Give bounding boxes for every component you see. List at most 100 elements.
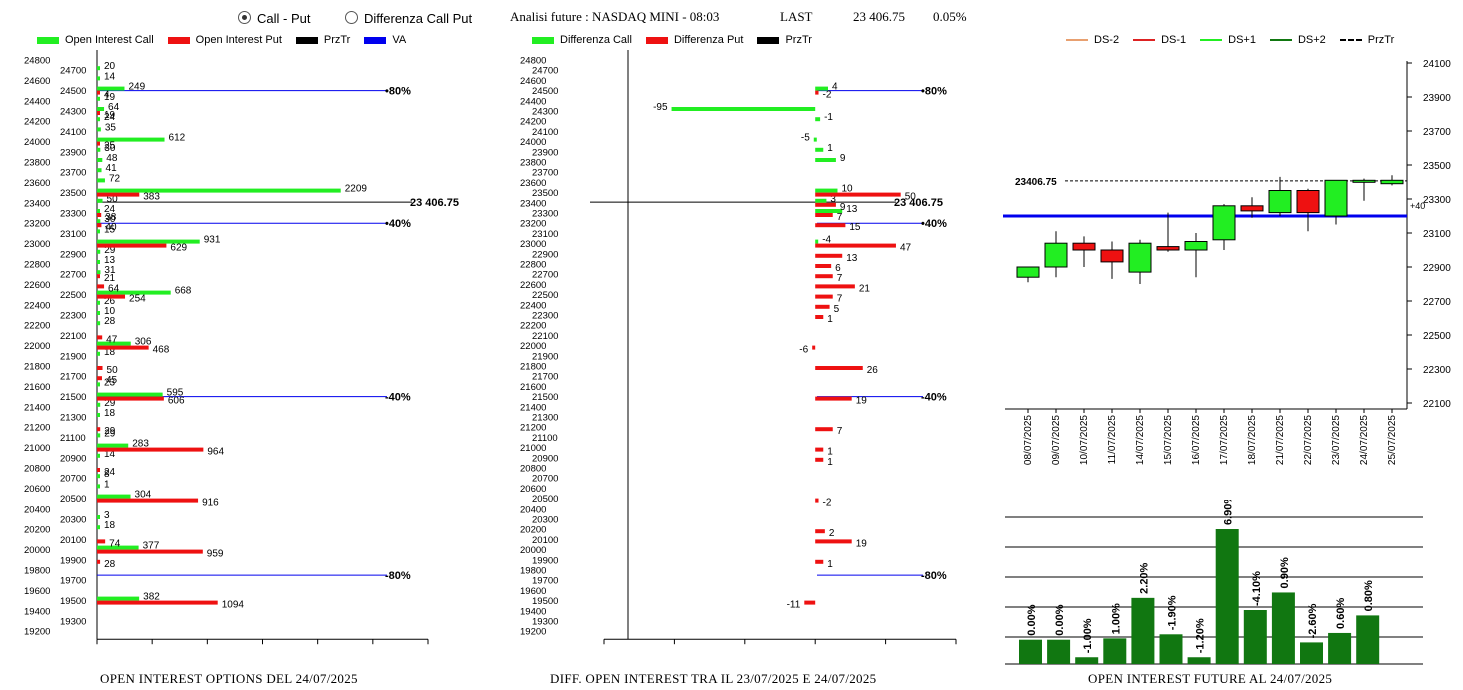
candle-date-label: 10/07/2025 [1079, 415, 1090, 465]
strike-tick-label: 24400 [24, 96, 50, 107]
strike-tick-label: 21800 [520, 362, 546, 373]
put-value-label: 4 [104, 90, 110, 101]
oi-percent-bar [1159, 634, 1183, 664]
oi-percent-bar [1356, 615, 1380, 664]
mode-radio-call-put[interactable]: Call - Put [238, 11, 310, 26]
put-value-label: 606 [168, 396, 185, 407]
strike-tick-label: 24300 [60, 107, 86, 118]
call-value-label: 13 [846, 204, 858, 215]
left-legend: Open Interest Call Open Interest Put Prz… [37, 34, 406, 46]
strike-tick-label: 24300 [532, 107, 558, 118]
call-value-label: -5 [801, 133, 810, 144]
strike-tick-label: 22100 [532, 331, 558, 342]
strike-tick-label: 20400 [520, 504, 546, 515]
strike-tick-label: 19800 [24, 566, 50, 577]
call-bar [815, 198, 827, 203]
x-tick-label: 0 [94, 649, 100, 650]
call-value-label: 48 [106, 153, 118, 164]
strike-tick-label: 24000 [520, 137, 546, 148]
put-bar [815, 304, 830, 309]
strike-tick-label: 22900 [532, 249, 558, 260]
put-value-label: 64 [108, 283, 120, 294]
put-bar [815, 284, 855, 289]
strike-tick-label: 24200 [24, 117, 50, 128]
oi-percent-label: -2.60% [1307, 603, 1319, 638]
candle-y-tick-label: 24100 [1423, 59, 1451, 70]
call-bar [97, 178, 105, 183]
strike-tick-label: 24100 [60, 127, 86, 138]
call-bar [97, 96, 100, 101]
va-percent-label: -40% [921, 392, 947, 404]
candle-y-tick-label: 22700 [1423, 297, 1451, 308]
candle-y-tick-label: 22500 [1423, 331, 1451, 342]
call-value-label: 29 [104, 428, 116, 439]
strike-tick-label: 23500 [60, 188, 86, 199]
strike-tick-label: 21500 [60, 392, 86, 403]
call-value-label: 29 [104, 245, 116, 256]
put-value-label: 28 [104, 559, 116, 570]
put-bar [815, 539, 852, 544]
legend-swatch [37, 36, 59, 44]
candle-body [1380, 179, 1404, 185]
strike-tick-label: 24100 [532, 127, 558, 138]
put-value-label: 1 [827, 314, 833, 325]
strike-tick-label: 23900 [532, 147, 558, 158]
call-bar [97, 453, 100, 458]
strike-tick-label: 24500 [532, 86, 558, 97]
put-value-label: 29 [104, 426, 116, 437]
call-value-label: 2209 [345, 184, 368, 195]
mode-radio-difference[interactable]: Differenza Call Put [345, 11, 472, 26]
oi-percent-label: 0.80% [1363, 580, 1375, 611]
strike-tick-label: 20500 [60, 494, 86, 505]
candle-date-label: 09/07/2025 [1051, 415, 1062, 465]
x-tick-label: 1000 [196, 649, 219, 650]
candle-body [1016, 266, 1040, 278]
call-bar [97, 413, 100, 417]
strike-tick-label: 19400 [520, 606, 546, 617]
x-tick-label: 85 [950, 649, 962, 650]
call-bar [815, 188, 838, 193]
call-bar [815, 86, 828, 91]
candle-body [1240, 205, 1264, 212]
put-value-label: -6 [799, 345, 808, 356]
legend-item-ds+2: DS+2 [1269, 34, 1326, 46]
last-change: 0.05% [933, 9, 967, 24]
strike-tick-label: 19200 [24, 627, 50, 638]
put-bar [812, 345, 816, 350]
strike-tick-label: 23500 [532, 188, 558, 199]
strike-tick-label: 23100 [532, 229, 558, 240]
oi-percent-bar [1131, 597, 1155, 664]
mode-call-put-label: Call - Put [257, 11, 311, 26]
call-bar [97, 341, 131, 346]
strike-tick-label: 19900 [532, 555, 558, 566]
call-bar [97, 76, 100, 81]
strike-tick-label: 22200 [520, 321, 546, 332]
oi-percent-label: -1.20% [1195, 618, 1207, 653]
legend-label: Differenza Put [673, 34, 744, 46]
legend-item-prztr: PrzTr [295, 34, 350, 46]
call-bar [97, 290, 171, 295]
put-value-label: 468 [153, 345, 170, 356]
strike-tick-label: 21100 [60, 433, 86, 444]
legend-item-oi-put: Open Interest Put [167, 34, 282, 46]
put-bar [815, 202, 836, 207]
va-percent-label: -80% [385, 570, 411, 582]
put-bar [97, 366, 103, 370]
call-value-label: 10 [104, 306, 116, 317]
call-value-label: 4 [832, 82, 838, 93]
put-bar [815, 90, 819, 95]
x-tick-label: -48.65 [731, 649, 760, 650]
put-bar [815, 529, 825, 534]
candle-body [1072, 242, 1096, 251]
candle-body [1128, 242, 1152, 273]
put-bar [97, 274, 100, 279]
strike-tick-label: 22800 [520, 260, 546, 271]
call-bar [97, 137, 165, 142]
strike-tick-label: 21400 [24, 402, 50, 413]
radio-unselected-icon [345, 11, 358, 24]
candle-date-label: 22/07/2025 [1303, 415, 1314, 465]
call-bar [97, 127, 101, 132]
put-bar [97, 243, 167, 248]
candle-y-tick-label: 23900 [1423, 93, 1451, 104]
strike-tick-label: 19300 [532, 617, 558, 628]
